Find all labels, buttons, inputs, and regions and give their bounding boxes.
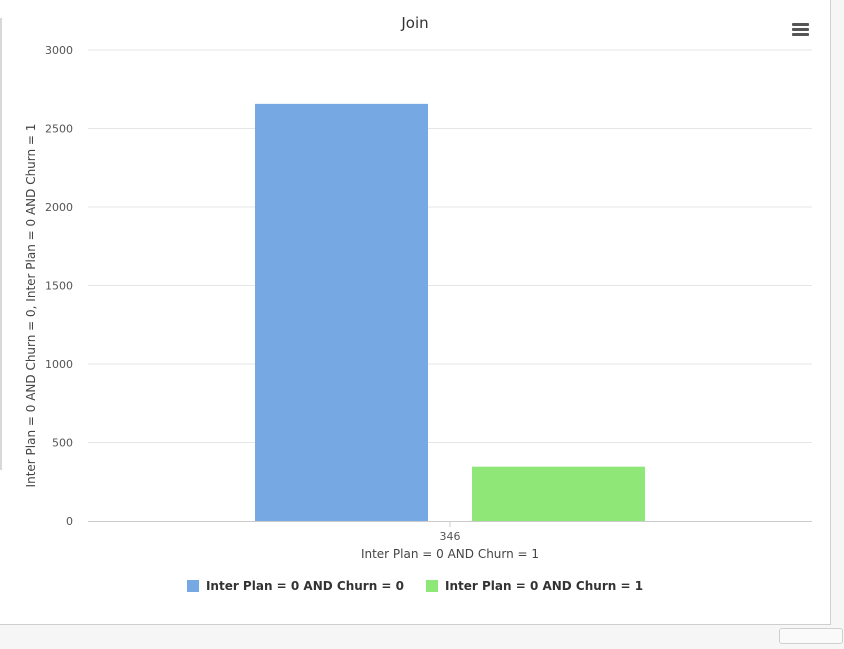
legend-swatch	[186, 580, 199, 592]
bar-2	[472, 466, 645, 521]
y-axis-ticks: 0 500 1000 1500 2000 2500 3000	[45, 44, 73, 528]
chart-panel: Join 0 500 1000 1500 2000 2500 3000 346 Inter …	[0, 0, 831, 625]
horizontal-scrollbar[interactable]	[779, 628, 843, 644]
chart-title: Join	[401, 14, 429, 32]
legend-item-1[interactable]: Inter Plan = 0 AND Churn = 0	[186, 579, 404, 593]
x-axis-ticks: 346	[440, 521, 461, 543]
y-tick-label: 2500	[45, 123, 73, 136]
y-tick-label: 3000	[45, 44, 73, 57]
x-tick-label: 346	[440, 530, 461, 543]
grid-lines	[88, 49, 812, 443]
chart-legend: Inter Plan = 0 AND Churn = 0 Inter Plan =…	[0, 579, 830, 593]
legend-label: Inter Plan = 0 AND Churn = 1	[445, 579, 644, 593]
x-axis-title: Inter Plan = 0 AND Churn = 1	[361, 547, 539, 561]
y-tick-label: 500	[52, 437, 73, 450]
bar-chart: 0 500 1000 1500 2000 2500 3000 346 Inter Plan …	[24, 44, 812, 561]
y-axis-title: Inter Plan = 0 AND Churn = 0, Inter Plan…	[24, 124, 38, 488]
y-tick-label: 0	[66, 515, 73, 528]
y-tick-label: 2000	[45, 201, 73, 214]
bar-1	[255, 103, 428, 521]
y-tick-label: 1500	[45, 280, 73, 293]
hamburger-icon-bar	[792, 28, 809, 31]
chart-menu-button[interactable]	[788, 20, 812, 40]
legend-label: Inter Plan = 0 AND Churn = 0	[205, 579, 404, 593]
legend-item-2[interactable]: Inter Plan = 0 AND Churn = 1	[426, 579, 643, 593]
panel-left-edge	[0, 18, 2, 470]
legend-swatch	[426, 580, 438, 592]
y-tick-label: 1000	[45, 358, 73, 371]
bars	[255, 103, 645, 521]
hamburger-icon-bar	[792, 33, 809, 36]
hamburger-icon-bar	[792, 23, 809, 26]
